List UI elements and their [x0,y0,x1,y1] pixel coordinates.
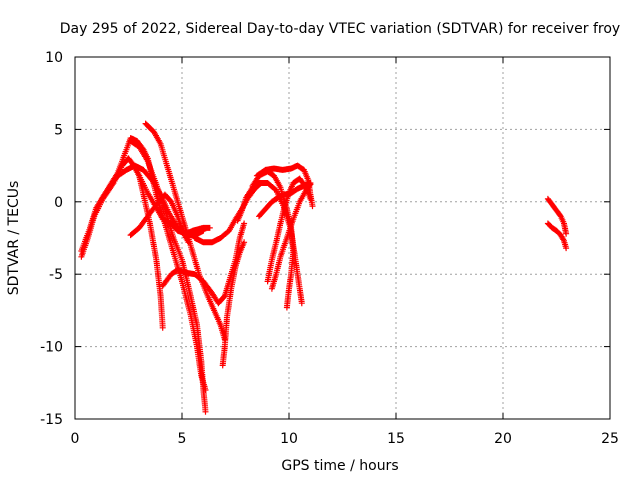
series-track-18 [544,220,570,252]
x-axis-label: GPS time / hours [281,458,398,474]
point-markers [544,195,570,237]
y-axis-label: SDTVAR / TECUs [6,181,22,296]
point-markers [127,191,192,246]
point-markers [142,120,228,343]
grid [75,57,610,419]
series-track-16 [256,180,314,220]
series-track-10 [219,239,248,369]
axis-tick-labels: 0 5 10 15 20 25 -15 -10 -5 0 5 10 [40,50,619,447]
point-markers [219,239,248,369]
series-track-17 [544,195,570,237]
point-markers [268,181,314,292]
series-track-15 [268,181,314,292]
point-markers [256,180,314,220]
point-markers [544,220,570,252]
x-tick-label: 0 [71,431,80,447]
data-points [78,120,570,415]
y-tick-label: 10 [45,50,63,66]
y-tick-label: 0 [54,195,63,211]
y-tick-label: -10 [40,340,63,356]
series-track-7 [127,191,192,246]
x-tick-label: 5 [178,431,187,447]
x-tick-label: 25 [601,431,619,447]
y-tick-label: -15 [40,412,63,428]
x-tick-label: 10 [280,431,298,447]
x-tick-label: 15 [387,431,405,447]
y-tick-label: 5 [54,122,63,138]
plot-frame [74,56,611,420]
chart-title: Day 295 of 2022, Sidereal Day-to-day VTE… [60,21,620,37]
series-track-3 [142,120,228,343]
y-tick-label: -5 [49,267,63,283]
x-tick-label: 20 [494,431,512,447]
